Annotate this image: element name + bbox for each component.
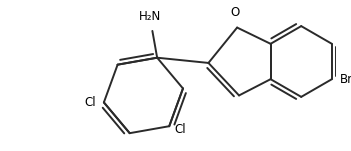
Text: O: O [231,6,240,19]
Text: Cl: Cl [85,96,96,109]
Text: Br: Br [339,73,351,86]
Text: H₂N: H₂N [139,10,161,23]
Text: Cl: Cl [174,123,186,136]
